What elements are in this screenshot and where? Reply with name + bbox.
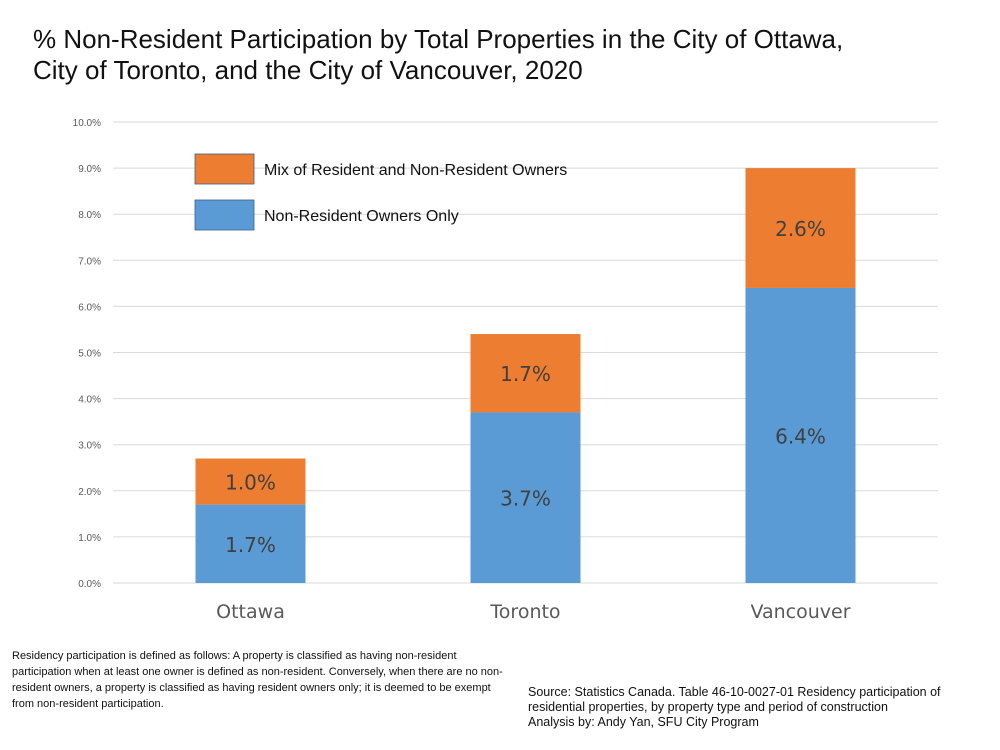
x-tick-label: Toronto	[489, 601, 560, 623]
legend-label: Mix of Resident and Non-Resident Owners	[264, 162, 567, 179]
bar-mix-owners-ottawa	[195, 458, 306, 505]
y-tick-label: 0.0%	[78, 579, 101, 590]
legend-label: Non-Resident Owners Only	[264, 208, 459, 225]
legend: Mix of Resident and Non-Resident Owners N…	[194, 153, 567, 231]
data-label: 2.6%	[775, 217, 826, 241]
definition-note: Residency participation is defined as fo…	[12, 650, 503, 710]
source-line-1: Source: Statistics Canada. Table 46-10-0…	[528, 685, 941, 699]
source-line-2: residential properties, by property type…	[528, 700, 888, 714]
x-axis-tick-labels: Ottawa Toronto Vancouver	[216, 601, 851, 623]
y-tick-label: 1.0%	[78, 533, 101, 544]
y-tick-label: 8.0%	[78, 210, 101, 221]
y-tick-label: 10.0%	[73, 118, 101, 129]
data-label: 1.7%	[225, 533, 276, 557]
y-tick-label: 9.0%	[78, 164, 101, 175]
data-label: 1.7%	[500, 362, 551, 386]
bar-non-resident-only-ottawa	[195, 504, 306, 583]
y-tick-label: 7.0%	[78, 256, 101, 267]
legend-swatch	[194, 153, 255, 185]
y-tick-label: 3.0%	[78, 441, 101, 452]
stacked-bar-chart: 0.0% 1.0% 2.0% 3.0% 4.0% 5.0% 6.0% 7.0% 8.0% 9.0%…	[73, 118, 938, 623]
chart-title-line-1: % Non-Resident Participation by Total Pr…	[33, 24, 844, 54]
data-label: 3.7%	[500, 487, 551, 511]
data-label: 6.4%	[775, 424, 826, 448]
y-tick-label: 2.0%	[78, 487, 101, 498]
x-tick-label: Ottawa	[216, 601, 285, 623]
bar-mix-owners-toronto	[470, 334, 581, 413]
y-tick-label: 6.0%	[78, 302, 101, 313]
y-tick-label: 5.0%	[78, 349, 101, 360]
bar-non-resident-only-toronto	[470, 412, 581, 583]
data-label: 1.0%	[225, 471, 276, 495]
chart-title-line-2: City of Toronto, and the City of Vancouv…	[33, 55, 583, 85]
chart-title: % Non-Resident Participation by Total Pr…	[33, 24, 973, 86]
y-axis-tick-labels: 0.0% 1.0% 2.0% 3.0% 4.0% 5.0% 6.0% 7.0% 8.0% 9.0%…	[73, 118, 101, 590]
bar-mix-owners-vancouver	[745, 168, 856, 288]
x-tick-label: Vancouver	[750, 601, 850, 623]
data-labels: 1.7% 1.0% 3.7% 1.7% 6.4% 2.6%	[225, 217, 826, 557]
y-tick-label: 4.0%	[78, 395, 101, 406]
source-note: Source: Statistics Canada. Table 46-10-0…	[528, 685, 988, 730]
bars	[195, 168, 856, 583]
bar-non-resident-only-vancouver	[745, 287, 856, 583]
source-line-3: Analysis by: Andy Yan, SFU City Program	[528, 715, 759, 729]
legend-swatch	[194, 199, 255, 231]
